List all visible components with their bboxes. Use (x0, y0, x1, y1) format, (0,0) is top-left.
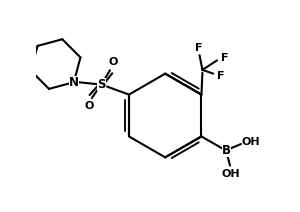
Text: N: N (69, 76, 79, 89)
Text: F: F (217, 71, 225, 81)
Text: F: F (221, 53, 228, 63)
Text: OH: OH (222, 169, 240, 180)
Text: OH: OH (241, 137, 260, 147)
Text: B: B (222, 144, 231, 157)
Text: O: O (108, 57, 118, 67)
Text: O: O (84, 101, 94, 111)
Text: S: S (97, 78, 106, 91)
Text: F: F (195, 43, 202, 53)
